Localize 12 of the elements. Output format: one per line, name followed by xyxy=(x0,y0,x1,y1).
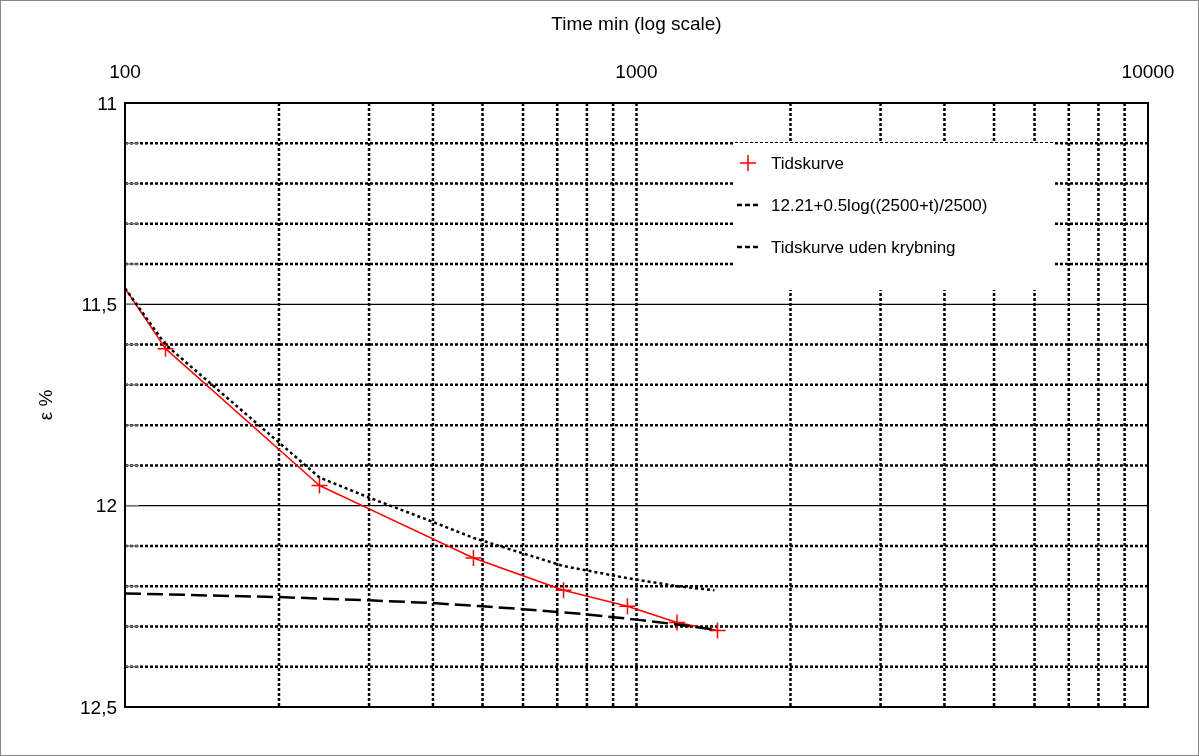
y-tick-label: 11 xyxy=(97,92,117,114)
y-tick-label: 12 xyxy=(95,495,117,517)
x-tick-label: 100 xyxy=(109,61,141,82)
y-tick-label: 12,5 xyxy=(80,696,117,718)
legend-label: Tidskurve uden krybning xyxy=(771,237,956,257)
x-axis-title: Time min (log scale) xyxy=(551,13,722,34)
y-tick-label: 11,5 xyxy=(81,293,117,315)
y-axis-title: ε % xyxy=(35,389,56,421)
legend-label: 12.21+0.5log((2500+t)/2500) xyxy=(771,195,988,215)
legend-label: Tidskurve xyxy=(771,153,845,173)
x-tick-label: 1000 xyxy=(615,61,658,82)
x-tick-label: 10000 xyxy=(1121,61,1175,82)
